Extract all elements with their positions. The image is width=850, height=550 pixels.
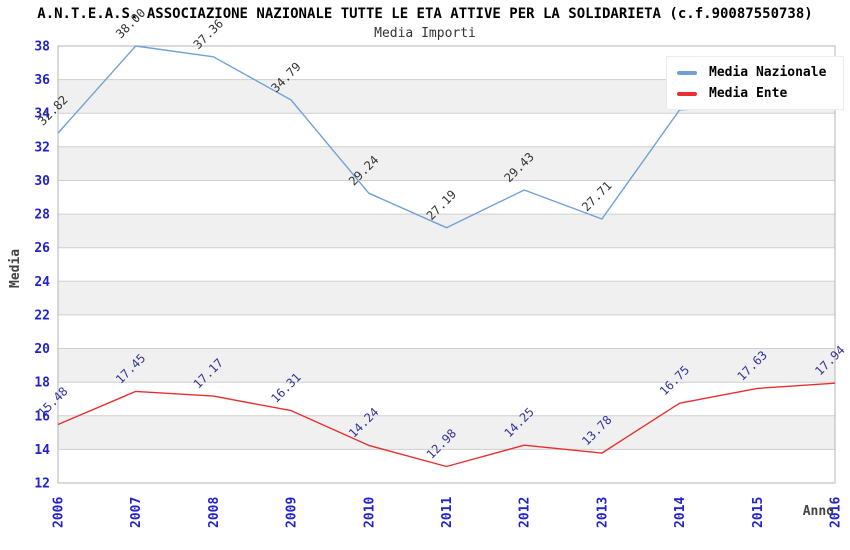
svg-text:18: 18 bbox=[34, 376, 50, 391]
y-axis-tick-labels: 38 36 34 32 30 28 26 24 22 20 18 16 14 12 bbox=[34, 40, 50, 492]
svg-text:28: 28 bbox=[34, 208, 50, 223]
svg-text:2015: 2015 bbox=[751, 497, 766, 528]
svg-text:30: 30 bbox=[34, 174, 50, 189]
svg-text:2010: 2010 bbox=[362, 497, 377, 528]
svg-text:2016: 2016 bbox=[829, 497, 844, 528]
svg-text:38: 38 bbox=[34, 40, 50, 55]
svg-text:2006: 2006 bbox=[52, 497, 67, 528]
svg-text:2008: 2008 bbox=[207, 497, 222, 528]
svg-text:2012: 2012 bbox=[518, 497, 533, 528]
series-line-media-ente bbox=[57, 382, 836, 468]
svg-text:14: 14 bbox=[34, 443, 50, 458]
series-media-ente bbox=[57, 382, 836, 468]
svg-text:20: 20 bbox=[34, 342, 50, 357]
chart-legend: Media Nazionale Media Ente bbox=[666, 56, 844, 110]
svg-text:2009: 2009 bbox=[285, 497, 300, 528]
svg-text:2014: 2014 bbox=[673, 497, 688, 528]
svg-text:2011: 2011 bbox=[440, 497, 455, 528]
svg-text:34: 34 bbox=[34, 107, 50, 122]
svg-text:2013: 2013 bbox=[595, 497, 610, 528]
svg-text:12: 12 bbox=[34, 477, 50, 492]
legend-label: Media Nazionale bbox=[709, 65, 827, 80]
legend-item-media-ente: Media Ente bbox=[677, 83, 835, 104]
y-axis-title: Media bbox=[8, 248, 23, 288]
svg-text:38.00: 38.00 bbox=[113, 6, 148, 41]
svg-text:2007: 2007 bbox=[129, 497, 144, 528]
svg-text:32: 32 bbox=[34, 140, 50, 155]
gridlines bbox=[57, 45, 836, 484]
media-ente-line-swatch-icon bbox=[677, 91, 697, 96]
svg-text:26: 26 bbox=[34, 241, 50, 256]
svg-text:24: 24 bbox=[34, 275, 50, 290]
legend-label: Media Ente bbox=[709, 86, 788, 101]
svg-text:22: 22 bbox=[34, 308, 50, 323]
svg-text:36: 36 bbox=[34, 73, 50, 88]
chart-title: A.N.T.E.A.S. ASSOCIAZIONE NAZIONALE TUTT… bbox=[37, 6, 813, 22]
svg-text:16: 16 bbox=[34, 409, 50, 424]
svg-text:37.36: 37.36 bbox=[191, 16, 226, 51]
chart-subtitle: Media Importi bbox=[374, 26, 476, 41]
legend-item-media-nazionale: Media Nazionale bbox=[677, 62, 835, 83]
plot-background-bands bbox=[58, 79, 835, 450]
x-axis-title: Anno bbox=[802, 504, 834, 519]
x-axis-tick-labels: 2006 2007 2008 2009 2010 2011 2012 2013 2014 2015… bbox=[52, 497, 844, 528]
media-nazionale-line-swatch-icon bbox=[677, 70, 697, 75]
